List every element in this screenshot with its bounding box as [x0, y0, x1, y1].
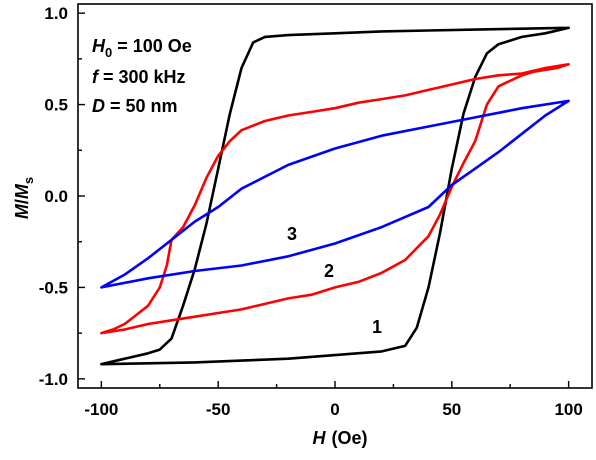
x-axis-title: H (Oe) [313, 428, 368, 448]
x-tick-label: 0 [330, 400, 339, 419]
x-tick-label: 50 [442, 400, 461, 419]
x-axis-symbol: H [313, 428, 327, 448]
y-axis-ticks: -1.0 -0.5 0.0 0.5 1.0 [39, 4, 85, 389]
annotation-line: H0 = 100 Oe [92, 36, 192, 60]
series-layer [100, 26, 570, 366]
y-axis-numerator: M [12, 203, 32, 219]
parameter-annotations: H0 = 100 Oe f = 300 kHz D = 50 nm [92, 36, 192, 116]
y-tick-label: 0.0 [44, 187, 68, 206]
y-axis-title: M/Ms [12, 177, 36, 219]
curve-label-1: 1 [372, 317, 382, 337]
x-tick-label: 100 [554, 400, 582, 419]
plot-frame [77, 3, 593, 389]
annotation-value: = 300 kHz [98, 67, 186, 87]
y-tick-label: -0.5 [39, 278, 68, 297]
x-axis-unit: (Oe) [332, 428, 368, 448]
annotation-symbol: f [92, 67, 100, 87]
y-tick-label: -1.0 [39, 370, 68, 389]
y-tick-label: 1.0 [44, 4, 68, 23]
x-tick-label: -100 [84, 400, 118, 419]
y-axis-slash: / [12, 199, 32, 204]
curve-labels: 1 2 3 [287, 224, 382, 337]
x-axis-ticks: -100 -50 0 50 100 [84, 381, 583, 419]
y-tick-label: 0.5 [44, 96, 68, 115]
x-tick-label: -50 [206, 400, 231, 419]
hysteresis-loop-2 [100, 63, 570, 335]
annotation-symbol: D [92, 96, 105, 116]
y-axis-denominator: M [12, 183, 32, 199]
annotation-symbol: H [92, 36, 106, 56]
hysteresis-loop-1 [100, 26, 570, 366]
hysteresis-loop-3 [100, 99, 570, 289]
annotation-line: D = 50 nm [92, 96, 178, 116]
annotation-value: = 50 nm [105, 96, 178, 116]
annotation-subscript: 0 [105, 45, 112, 60]
curve-label-2: 2 [324, 261, 334, 281]
plot-area: -100 -50 0 50 100 -1.0 -0.5 0.0 0.5 1.0 [39, 3, 593, 419]
annotation-value: = 100 Oe [112, 36, 192, 56]
curve-label-3: 3 [287, 224, 297, 244]
y-axis-subscript: s [21, 177, 36, 184]
annotation-line: f = 300 kHz [92, 67, 186, 87]
